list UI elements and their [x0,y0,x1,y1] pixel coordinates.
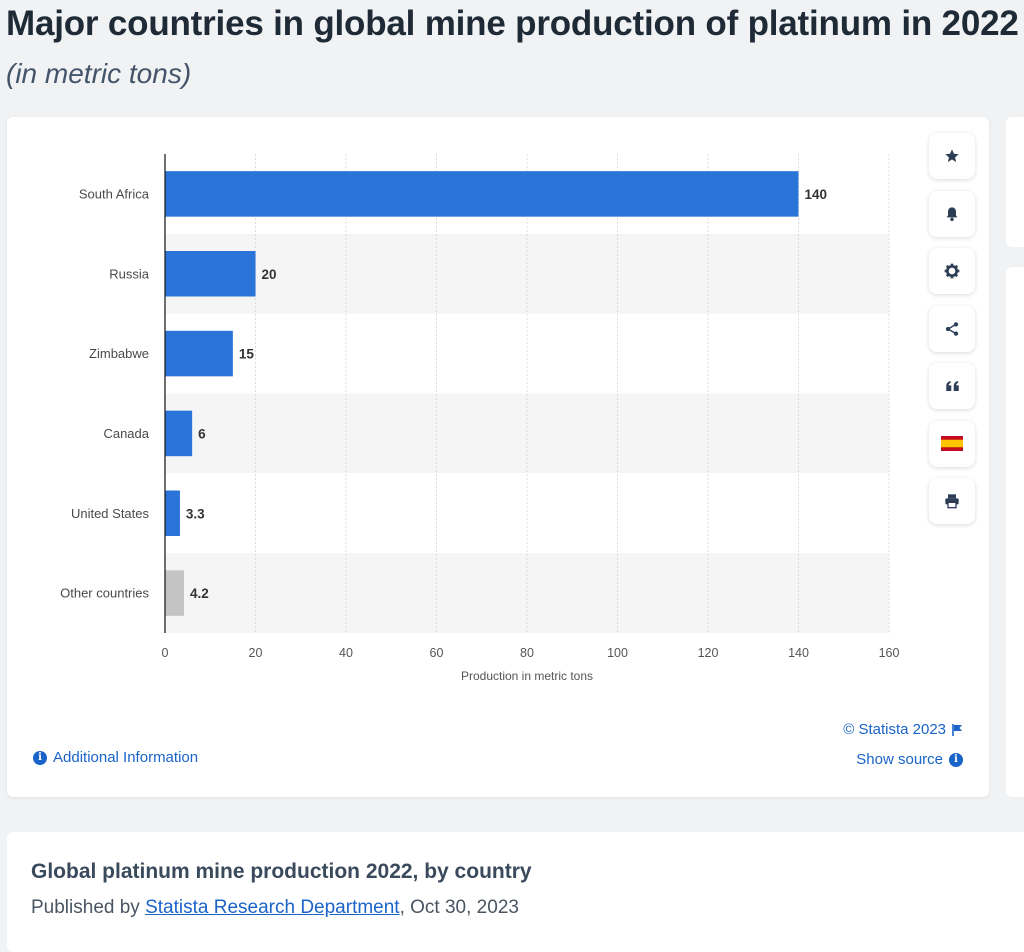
x-axis-label: Production in metric tons [461,669,593,683]
row-band [165,393,889,474]
show-source-link[interactable]: Show source i [856,751,963,768]
value-label: 3.3 [186,506,205,521]
bar [165,171,799,217]
x-tick-label: 60 [430,646,444,660]
flag-spain-icon [941,436,963,451]
copyright-link[interactable]: © Statista 2023 [843,721,963,738]
info-icon: i [33,750,47,765]
published-by: Published by Statista Research Departmen… [31,897,519,919]
star-icon [945,149,959,162]
additional-information-link[interactable]: i Additional Information [33,749,198,766]
share-icon [945,321,959,336]
print-button[interactable] [929,478,975,524]
value-label: 15 [239,347,255,362]
flag-icon [952,723,962,736]
cite-button[interactable] [929,363,975,409]
published-date: , Oct 30, 2023 [399,897,519,918]
x-tick-label: 20 [249,646,263,660]
language-button[interactable] [929,420,975,467]
published-prefix: Published by [31,897,146,918]
bar-chart: South Africa 140 Russia 20 Zimbabwe 15 Canada 6… [60,154,900,683]
notification-button[interactable] [929,190,975,237]
statistic-title: Global platinum mine production 2022, by… [31,860,532,883]
value-label: 6 [198,426,206,441]
quote-icon [945,381,959,391]
additional-information-label: Additional Information [53,749,199,766]
bar [165,330,233,377]
bar [165,250,256,297]
side-panel-bottom [1006,267,1024,797]
bar [165,570,185,616]
category-label: Canada [103,426,149,441]
category-label: Other countries [60,586,149,601]
chart-toolbar [929,133,975,536]
info-icon: i [949,752,963,767]
chart-card: South Africa 140 Russia 20 Zimbabwe 15 Canada 6… [7,117,989,797]
value-label: 20 [262,267,277,282]
category-label: South Africa [79,186,150,201]
favorite-button[interactable] [929,133,975,179]
x-tick-label: 140 [788,646,809,660]
category-label: Russia [109,266,150,281]
page-title: Major countries in global mine productio… [6,4,1019,43]
print-icon [945,494,959,509]
value-label: 140 [805,187,828,202]
value-label: 4.2 [190,586,209,601]
show-source-label: Show source [856,751,943,768]
publisher-link[interactable]: Statista Research Department [145,897,400,918]
category-label: Zimbabwe [89,346,149,361]
share-button[interactable] [929,305,975,352]
x-tick-label: 0 [162,646,169,660]
settings-button[interactable] [929,248,975,294]
bell-icon [946,206,958,221]
x-tick-label: 120 [698,646,719,660]
bar [165,410,193,457]
x-tick-label: 160 [879,646,900,660]
x-tick-label: 40 [339,646,353,660]
page-subtitle: (in metric tons) [6,58,192,89]
x-tick-label: 100 [607,646,628,660]
category-label: United States [71,506,150,521]
bar [165,490,180,537]
row-band [165,553,889,633]
copyright-label: © Statista 2023 [843,721,946,738]
x-tick-label: 80 [520,646,534,660]
gear-icon [944,263,960,279]
statistic-info-card [7,832,1024,952]
side-panel-top [1006,117,1024,247]
